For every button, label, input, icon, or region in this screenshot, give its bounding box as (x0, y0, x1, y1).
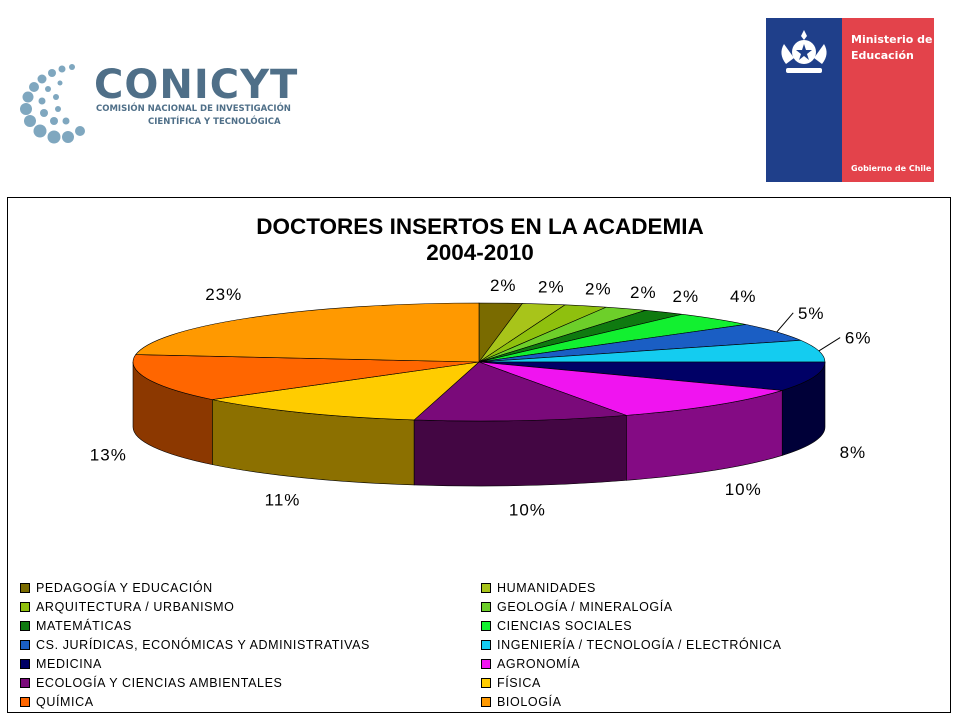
legend-label: QUÍMICA (36, 695, 94, 709)
legend-label: BIOLOGÍA (497, 695, 562, 709)
pie-label-5: 4% (730, 287, 757, 306)
pie-label-6: 5% (798, 304, 825, 323)
conicyt-subtitle-1: COMISIÓN NACIONAL DE INVESTIGACIÓN (96, 104, 291, 114)
pie-label-2: 2% (585, 279, 612, 298)
legend-label: PEDAGOGÍA Y EDUCACIÓN (36, 581, 213, 595)
legend-item: QUÍMICA (20, 693, 94, 711)
conicyt-logo: CONICYT COMISIÓN NACIONAL DE INVESTIGACI… (14, 55, 297, 145)
pie-leader-line-6 (776, 312, 794, 333)
pie-label-1: 2% (538, 277, 565, 296)
legend-label: HUMANIDADES (497, 581, 596, 595)
chart-title-line-2: 2004-2010 (426, 240, 534, 265)
legend-item: CIENCIAS SOCIALES (481, 617, 632, 635)
legend-swatch (20, 601, 30, 612)
legend-swatch (481, 639, 491, 650)
legend-label: MATEMÁTICAS (36, 619, 132, 633)
ministerio-line-1: Ministerio de (851, 33, 933, 46)
legend-item: INGENIERÍA / TECNOLOGÍA / ELECTRÓNICA (481, 636, 782, 654)
pie-slice-13 (135, 302, 480, 363)
pie-slice-10 (413, 361, 627, 422)
chart-title-line-1: DOCTORES INSERTOS EN LA ACADEMIA (256, 214, 704, 239)
legend-swatch (20, 620, 30, 631)
legend-item: BIOLOGÍA (481, 693, 562, 711)
pie-label-4: 2% (673, 287, 700, 306)
legend-swatch (20, 639, 30, 650)
legend-swatch (481, 582, 491, 593)
header: CONICYT COMISIÓN NACIONAL DE INVESTIGACI… (0, 0, 960, 196)
pie-label-10: 10% (509, 500, 546, 519)
pie-label-13: 23% (205, 285, 242, 304)
ministerio-line-2: Educación (851, 49, 914, 62)
conicyt-name: CONICYT (94, 62, 299, 108)
legend-swatch (20, 582, 30, 593)
legend-item: AGRONOMÍA (481, 655, 580, 673)
legend-label: GEOLOGÍA / MINERALOGÍA (497, 600, 673, 614)
legend-swatch (481, 696, 491, 707)
legend-item: PEDAGOGÍA Y EDUCACIÓN (20, 579, 213, 597)
conicyt-subtitle-2: CIENTÍFICA Y TECNOLÓGICA (148, 117, 281, 127)
legend-swatch (20, 696, 30, 707)
legend-swatch (481, 658, 491, 669)
pie-label-12: 13% (90, 445, 127, 464)
pie-label-3: 2% (630, 283, 657, 302)
pie-label-7: 6% (845, 329, 872, 348)
legend-item: HUMANIDADES (481, 579, 596, 597)
legend-label: CIENCIAS SOCIALES (497, 619, 633, 633)
legend-swatch (481, 601, 491, 612)
pie-label-8: 8% (840, 443, 867, 462)
pie-side-10 (413, 415, 627, 487)
legend-item: CS. JURÍDICAS, ECONÓMICAS Y ADMINISTRATI… (20, 636, 370, 654)
legend-swatch (20, 677, 30, 688)
legend-item: MEDICINA (20, 655, 102, 673)
pie-top (132, 302, 826, 422)
legend-item: FÍSICA (481, 674, 541, 692)
legend-swatch (20, 658, 30, 669)
legend-label: INGENIERÍA / TECNOLOGÍA / ELECTRÓNICA (497, 638, 782, 652)
coat-of-arms-icon (781, 30, 827, 73)
gobierno-de-chile: Gobierno de Chile (851, 164, 932, 173)
pie-sides (132, 361, 826, 487)
pie-label-9: 10% (725, 480, 762, 499)
pie-label-11: 11% (265, 490, 301, 509)
conicyt-dots-icon (20, 64, 85, 144)
legend-swatch (481, 620, 491, 631)
logo-red-band (842, 18, 934, 182)
legend-item: GEOLOGÍA / MINERALOGÍA (481, 598, 673, 616)
legend-label: AGRONOMÍA (497, 657, 581, 671)
chart-title: DOCTORES INSERTOS EN LA ACADEMIA 2004-20… (0, 214, 960, 266)
legend-item: ARQUITECTURA / URBANISMO (20, 598, 234, 616)
pie-slice-7 (478, 339, 826, 363)
legend-label: MEDICINA (36, 657, 102, 671)
pie-labels: 2% 2% 2% 2% 2% 4% 5% 6% 8% 10% 10% 11% 13% 23% (90, 276, 872, 519)
pie-slice-11 (212, 361, 480, 421)
legend-item: ECOLOGÍA Y CIENCIAS AMBIENTALES (20, 674, 282, 692)
legend-label: ECOLOGÍA Y CIENCIAS AMBIENTALES (36, 676, 283, 690)
legend-item: MATEMÁTICAS (20, 617, 132, 635)
legend-label: CS. JURÍDICAS, ECONÓMICAS Y ADMINISTRATI… (36, 638, 370, 652)
legend-label: FÍSICA (497, 676, 541, 690)
legend-swatch (481, 677, 491, 688)
pie-slice-12 (132, 354, 480, 400)
ministerio-educacion-logo: Ministerio de Educación Gobierno de Chil… (766, 18, 934, 182)
pie-label-0: 2% (490, 276, 517, 295)
pie-leader-line-7 (818, 337, 841, 352)
legend-label: ARQUITECTURA / URBANISMO (36, 600, 235, 614)
pie-slice-8 (478, 361, 826, 391)
pie-slice-9 (478, 361, 783, 416)
ministerio-text: Ministerio de Educación (851, 32, 933, 64)
